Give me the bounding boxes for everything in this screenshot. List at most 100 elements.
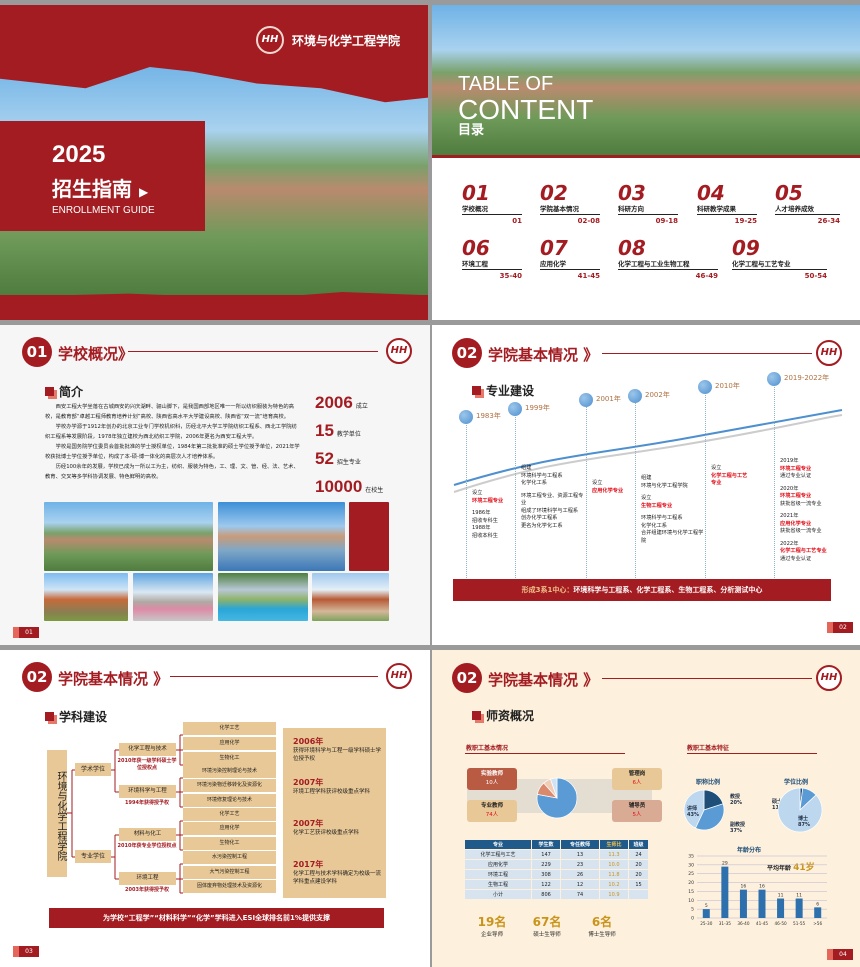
bar-value-label: 5	[705, 903, 708, 909]
timeline-curve	[453, 409, 843, 493]
count-value: 67名	[532, 915, 562, 929]
toc-item[interactable]: 08 化学工程与工业生物工程 46-49	[618, 238, 718, 280]
milestone-text: 环境工程学科获评校级重点学科	[293, 789, 371, 795]
timeline-line: 环境科学与工程系	[521, 472, 563, 479]
supervisor-count: 6名 博士生导师	[577, 913, 627, 938]
toc-item[interactable]: 04 科研教学成果 19-25	[697, 183, 757, 225]
discipline-note: 2003年获得授予权	[125, 887, 169, 893]
stat-units: 15 教学单位	[315, 421, 361, 440]
discipline-construction-page: 02 学院基本情况 》 HH 学科建设 环境与化学工程学院 学术学位 化学工程与技…	[0, 650, 430, 967]
table-cell: 11.3	[599, 850, 629, 859]
stat-founded: 2006 成立	[315, 393, 368, 412]
pie-slice	[777, 787, 823, 833]
table-row: 小计 806 74 10.9	[465, 890, 648, 899]
milestone-year: 2007年	[293, 819, 324, 828]
table-row: 环境工程 308 26 11.8 20	[465, 870, 648, 879]
toc-item[interactable]: 07 应用化学 41-45	[540, 238, 600, 280]
x-tick-label: 46-50	[774, 921, 787, 926]
milestones-panel: 2006年 获得环境科学与工程一级学科硕士学位授予权 2007年 环境工程学科获评校级…	[283, 728, 386, 898]
timeline-line: 设立	[711, 465, 722, 471]
timeline-dropline	[466, 418, 467, 580]
research-direction: 环境修复理论与技术	[183, 794, 276, 807]
toc-pages: 41-45	[577, 272, 600, 280]
right-subtitle: 教职工基本特征	[687, 745, 730, 752]
milestone-year: 2017年	[293, 860, 324, 869]
major-construction-page: 02 学院基本情况 》 HH 专业建设 1983年 设立 环境工程专业 1986年 招收…	[432, 325, 860, 645]
table-cell: 15	[629, 880, 648, 889]
table-cell: 化学工程与工艺	[465, 850, 531, 859]
table-cell: 24	[629, 850, 648, 859]
cover-title: 招生指南	[52, 177, 132, 201]
table-cell: 环境工程	[465, 870, 531, 879]
section-number: 02	[452, 663, 482, 693]
count-label: 硕士生导师	[533, 932, 561, 938]
research-direction: 化学工艺	[183, 722, 276, 735]
title-ratio-pie: 教授 20% 副教授 37% 讲师 43%	[683, 789, 746, 834]
toc-item[interactable]: 09 化学工程与工艺专业 50-54	[732, 238, 827, 280]
research-direction: 化学工艺	[183, 808, 276, 821]
toc-number: 02	[540, 181, 568, 205]
section-heading: 专业建设	[472, 382, 534, 399]
timeline-line: 合并组建环境与化学工程学院	[641, 530, 704, 544]
research-direction: 环境污染物迁移转化及资源化	[183, 779, 276, 792]
timeline-line: 2021年	[780, 513, 799, 519]
timeline-line: 环境工程专业、资源工程专业	[521, 492, 584, 507]
table-cell: 229	[531, 860, 561, 869]
table-row: 生物工程 122 12 10.2 15	[465, 880, 648, 889]
research-direction: 生物化工	[183, 837, 276, 850]
timeline-line: 2020年	[780, 485, 799, 492]
timeline-node	[508, 402, 522, 416]
school-logo: HH	[816, 665, 842, 691]
toc-item[interactable]: 02 学院基本情况 02-08	[540, 183, 600, 225]
school-logo: HH	[256, 26, 284, 54]
toc-label: 学校概况	[462, 203, 522, 215]
toc-item[interactable]: 06 环境工程 35-40	[462, 238, 522, 280]
timeline-line: 2019年	[780, 458, 799, 464]
stat-students: 10000 在校生	[315, 477, 384, 496]
table-header: 学生数	[531, 840, 561, 849]
campus-photo	[133, 573, 213, 621]
section-heading: 简介	[45, 383, 83, 400]
degree-type: 专业学位	[75, 850, 111, 863]
table-header: 专任教师	[561, 840, 599, 849]
timeline-description: 设立 应用化学专业	[592, 480, 658, 495]
pie-slice	[683, 789, 705, 829]
table-cell: 11.8	[599, 870, 629, 879]
toc-pages: 19-25	[734, 217, 757, 225]
age-bar	[777, 898, 785, 918]
bar-value-label: 11	[778, 893, 784, 899]
timeline-line: 专业	[711, 480, 722, 486]
timeline-line: 招收专科生	[472, 517, 498, 524]
toc-item[interactable]: 01 学校概况 01	[462, 183, 522, 225]
discipline: 环境工程	[119, 872, 176, 885]
timeline-line: 化学工程与工艺	[711, 472, 748, 479]
toc-item[interactable]: 05 人才培养成效 26-34	[775, 183, 840, 225]
table-cell: 10.9	[599, 890, 629, 899]
age-bar	[814, 907, 822, 918]
bar-value-label: 16	[759, 884, 765, 890]
table-cell: 20	[629, 870, 648, 879]
timeline-dropline	[586, 401, 587, 580]
table-header: 班级	[629, 840, 648, 849]
toc-item[interactable]: 03 科研方向 09-18	[618, 183, 678, 225]
table-cell: 生物工程	[465, 880, 531, 889]
toc-pages: 46-49	[695, 272, 718, 280]
x-tick-label: 51-55	[793, 921, 806, 926]
timeline-year: 2010年	[715, 382, 740, 390]
timeline-line: 1986年	[472, 510, 491, 516]
degree-ratio-label: 学位比例	[784, 779, 809, 786]
table-row: 应用化学 229 23 10.0 20	[465, 860, 648, 869]
toc-label: 化学工程与工业生物工程	[618, 258, 718, 270]
summary-banner: 形成3系1中心：环境科学与工程系、化学工程系、生物工程系、分析测试中心	[453, 579, 831, 601]
milestone: 2017年 化学工程与技术学科确定为校级一流学科重点建设学科	[293, 859, 383, 886]
table-cell: 74	[561, 890, 599, 899]
timeline-year: 2001年	[596, 395, 621, 403]
age-bar	[702, 909, 710, 918]
research-direction: 应用化学	[183, 737, 276, 750]
toc-title-line2: CONTENT	[458, 94, 594, 125]
toc-label: 科研方向	[618, 203, 678, 215]
timeline-line: 环境工程专业	[780, 465, 812, 472]
toc-number: 06	[462, 236, 490, 260]
table-cell: 26	[561, 870, 599, 879]
table-cell: 应用化学	[465, 860, 531, 869]
